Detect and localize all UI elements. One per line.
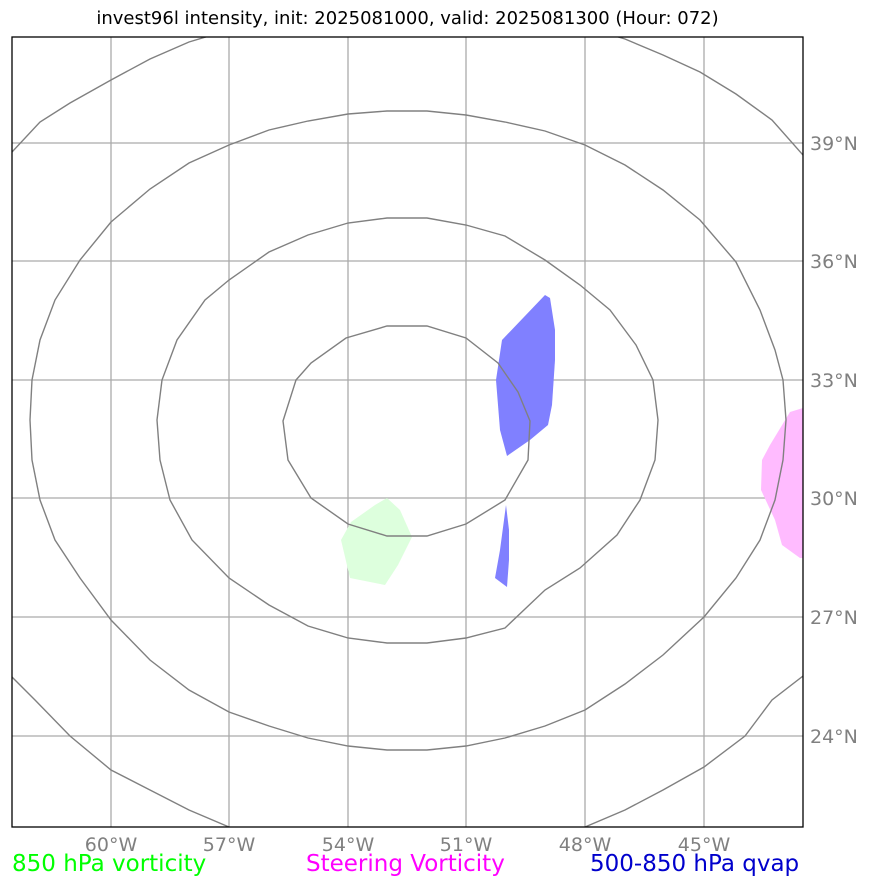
lon-label: 57°W [203,834,256,856]
lon-label: 60°W [85,834,138,856]
longitude-labels: 60°W 57°W 54°W 51°W 48°W 45°W [85,834,731,856]
ring-3 [29,110,787,751]
legend-850-hpa-vorticity: 850 hPa vorticity [12,851,207,877]
lon-label: 48°W [559,834,612,856]
map-frame [11,36,804,828]
lat-label: 30°N [810,488,858,510]
lat-label: 27°N [810,607,858,629]
ring-4 [12,37,803,827]
ring-1 [282,325,531,537]
lat-label: 39°N [810,133,858,155]
lat-label: 33°N [810,370,858,392]
ring-2 [156,217,659,644]
qvap-area-south [495,505,509,587]
legend-500-850-hpa-qvap: 500-850 hPa qvap [590,851,800,877]
steering-vorticity-area [761,408,803,558]
plot-title: invest96l intensity, init: 2025081000, v… [96,8,719,29]
range-rings [12,37,803,827]
qvap-area-north [496,295,555,456]
latitude-labels: 39°N 36°N 33°N 30°N 27°N 24°N [810,133,858,748]
lon-label: 45°W [678,834,731,856]
vorticity-850-area [341,498,412,585]
graticule [12,37,803,827]
lat-label: 24°N [810,726,858,748]
legend-steering-vorticity: Steering Vorticity [306,851,505,877]
lat-label: 36°N [810,251,858,273]
lon-label: 51°W [440,834,493,856]
lon-label: 54°W [322,834,375,856]
